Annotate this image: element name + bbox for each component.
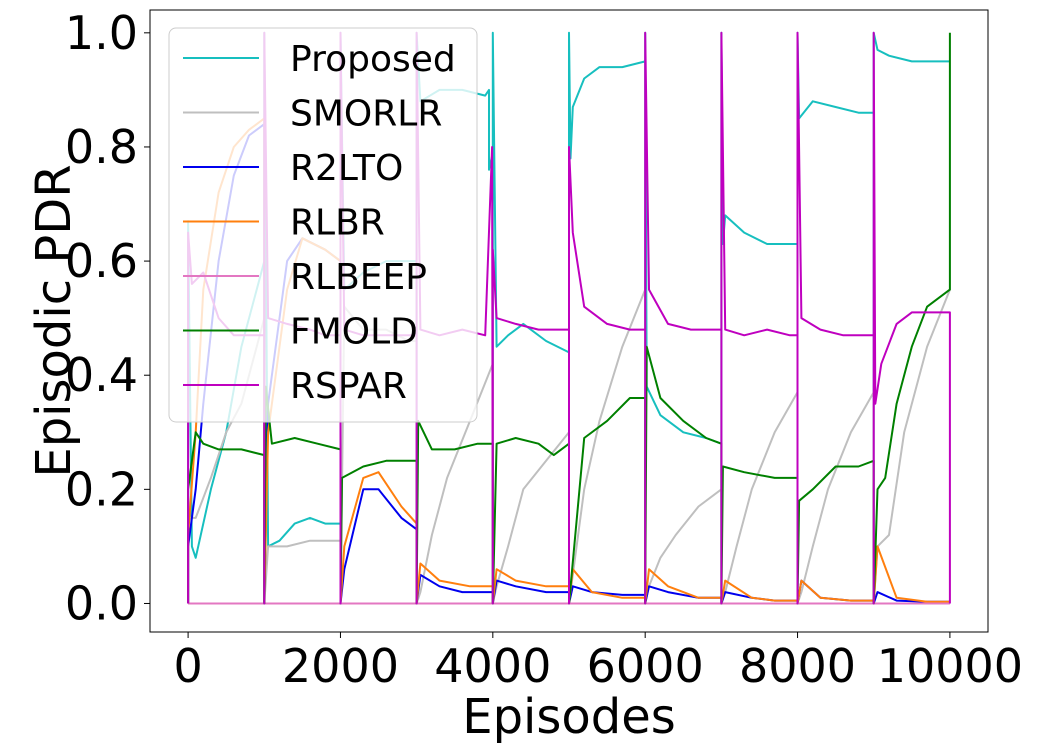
y-tick-label: 0.0 (65, 576, 138, 630)
legend-label-rlbeep: RLBEEP (290, 257, 427, 298)
legend-label-fmold: FMOLD (290, 312, 418, 353)
x-tick-label: 4000 (434, 639, 551, 693)
y-tick-label: 1.0 (65, 6, 138, 60)
legend-box (168, 27, 478, 423)
y-tick-label: 0.2 (65, 462, 138, 516)
y-axis-ticks: 0.0 0.2 0.4 0.6 0.8 1.0 (65, 6, 150, 630)
x-tick-label: 10000 (877, 639, 1023, 693)
series-line-smorlr (187, 288, 951, 605)
legend-label-r2lto: R2LTO (290, 148, 403, 189)
legend-label-rspar: RSPAR (290, 366, 407, 407)
y-tick-label: 0.8 (65, 120, 138, 174)
y-tick-label: 0.4 (65, 348, 138, 402)
legend: Proposed SMORLR R2LTO RLBR RLBEEP FMOLD RSPAR (168, 27, 478, 423)
x-axis-label: Episodes (462, 689, 676, 745)
y-tick-label: 0.6 (65, 234, 138, 288)
x-tick-label: 2000 (282, 639, 399, 693)
legend-label-rlbr: RLBR (290, 203, 385, 244)
x-tick-label: 6000 (587, 639, 704, 693)
x-tick-label: 0 (173, 639, 202, 693)
x-tick-label: 8000 (739, 639, 856, 693)
plot-frame (149, 9, 989, 633)
x-axis-ticks: 0 2000 4000 6000 8000 10000 (173, 632, 1023, 693)
legend-label-proposed: Proposed (290, 39, 456, 80)
y-axis-label: Episodic PDR (26, 164, 82, 477)
legend-label-smorlr: SMORLR (290, 94, 442, 135)
